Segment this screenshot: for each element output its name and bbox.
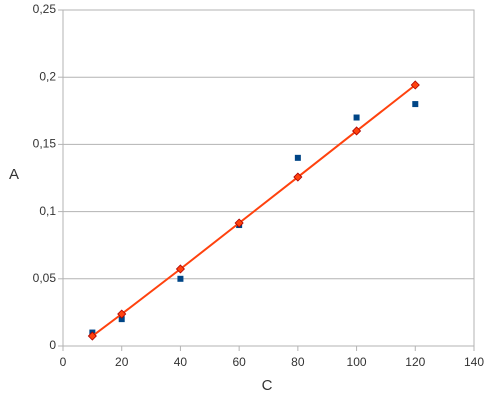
x-tick-label: 140 [464, 355, 484, 369]
x-tick-label: 20 [115, 355, 129, 369]
y-tick-label: 0,1 [39, 204, 56, 218]
point [87, 331, 97, 341]
y-tick-label: 0,05 [33, 271, 57, 285]
point [118, 316, 125, 323]
point [234, 218, 244, 228]
point [175, 264, 185, 274]
y-tick-label: 0,2 [39, 69, 56, 83]
y-tick-label: 0,15 [33, 137, 57, 151]
fit-line [91, 84, 416, 337]
x-axis-title: C [262, 377, 273, 394]
point [117, 309, 127, 319]
x-tick-label: 120 [405, 355, 425, 369]
point [352, 126, 362, 136]
x-tick-label: 40 [174, 355, 188, 369]
point [353, 114, 360, 121]
point [410, 80, 420, 90]
y-axis-title: A [9, 166, 19, 183]
x-tick-label: 0 [60, 355, 67, 369]
point [294, 154, 301, 161]
point [412, 101, 419, 108]
point [177, 275, 184, 282]
y-tick-label: 0 [49, 338, 56, 352]
x-tick-label: 100 [347, 355, 367, 369]
point [293, 172, 303, 182]
plot-border [62, 9, 475, 347]
x-tick-label: 60 [232, 355, 246, 369]
x-tick-label: 80 [291, 355, 305, 369]
y-tick-label: 0,25 [33, 2, 57, 16]
